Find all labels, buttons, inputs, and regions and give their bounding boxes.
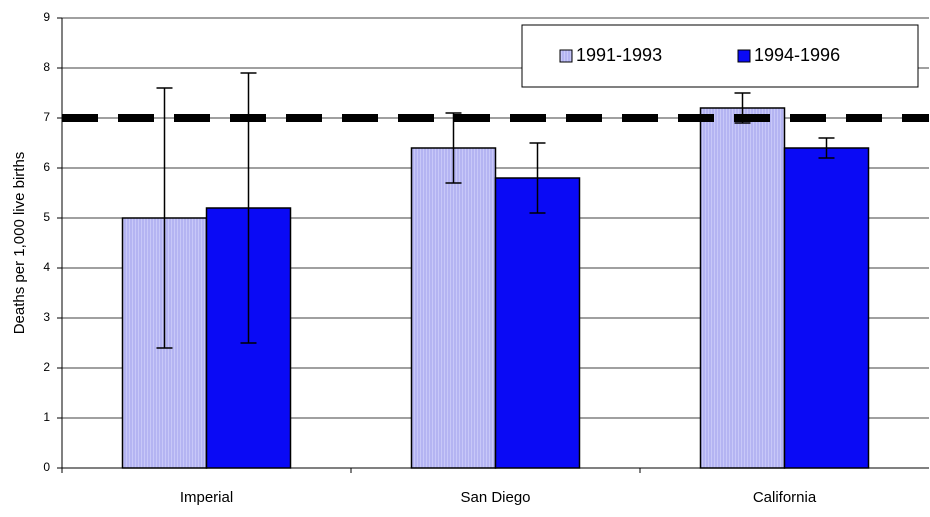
y-tick-label: 4 bbox=[43, 260, 50, 274]
y-axis-label: Deaths per 1,000 live births bbox=[11, 152, 28, 335]
y-tick-label: 7 bbox=[43, 110, 50, 124]
y-tick-label: 0 bbox=[43, 460, 50, 474]
y-tick-label: 8 bbox=[43, 60, 50, 74]
y-tick-label: 2 bbox=[43, 360, 50, 374]
x-tick-label: California bbox=[753, 489, 817, 506]
error-bar bbox=[818, 137, 835, 159]
bar bbox=[410, 147, 497, 469]
legend-box bbox=[521, 24, 919, 88]
y-tick-label: 6 bbox=[43, 160, 50, 174]
y-tick-label: 1 bbox=[43, 410, 50, 424]
legend-label: 1991-1993 bbox=[576, 45, 662, 65]
x-tick-label: San Diego bbox=[460, 489, 530, 506]
error-bar bbox=[156, 87, 173, 349]
y-tick-label: 9 bbox=[43, 10, 50, 24]
legend-label: 1994-1996 bbox=[754, 45, 840, 65]
error-bar bbox=[529, 142, 546, 214]
error-bar bbox=[445, 112, 462, 184]
legend-swatch bbox=[559, 49, 573, 63]
y-tick-label: 5 bbox=[43, 210, 50, 224]
legend-swatch bbox=[737, 49, 751, 63]
x-tick-label: Imperial bbox=[180, 489, 233, 506]
y-tick-label: 3 bbox=[43, 310, 50, 324]
bar bbox=[699, 107, 786, 469]
bar bbox=[494, 177, 581, 469]
bar bbox=[783, 147, 870, 469]
